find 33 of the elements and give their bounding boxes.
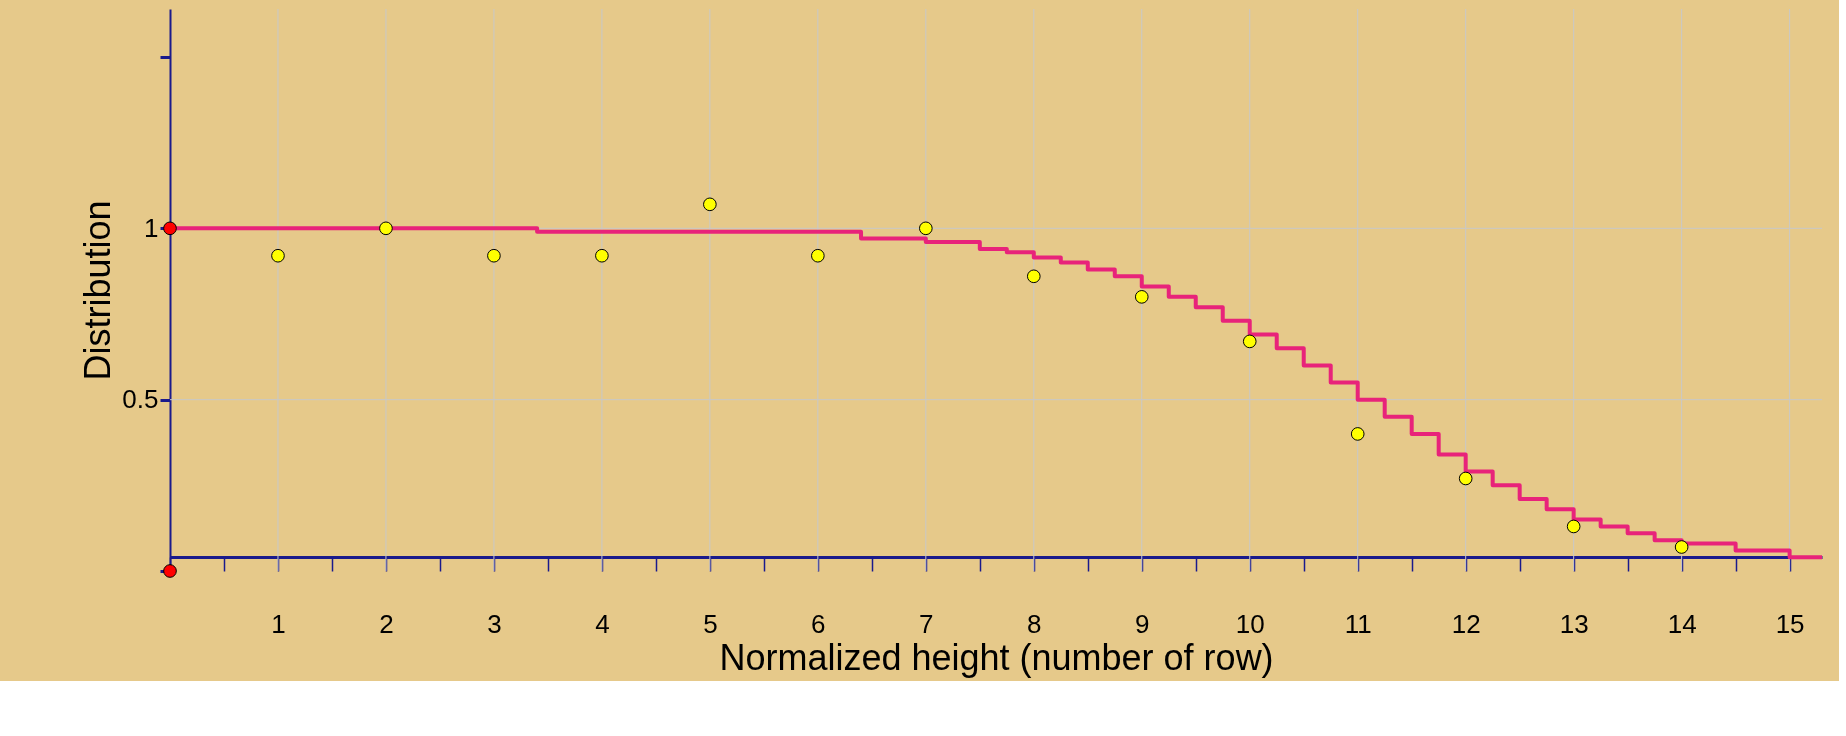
point — [1134, 290, 1149, 304]
x-tick-label: 5 — [703, 608, 718, 639]
x-tick-label: 11 — [1344, 608, 1372, 639]
x-tick-label: 8 — [1027, 608, 1042, 639]
x-tick-label: 6 — [811, 608, 826, 639]
x-tick-label: 7 — [919, 608, 934, 639]
x-tick-label: 12 — [1451, 608, 1481, 639]
x-tick-label: 9 — [1135, 608, 1150, 639]
point — [271, 248, 285, 263]
point — [1242, 334, 1257, 349]
point — [1026, 269, 1041, 284]
x-tick-label: 4 — [595, 608, 610, 639]
point — [1566, 519, 1581, 534]
x-tick-label: 3 — [487, 608, 502, 639]
x-tick-label: 13 — [1559, 608, 1589, 639]
point — [1458, 471, 1473, 486]
x-axis-title: Normalized height (number of row) — [719, 636, 1274, 678]
x-tick-label: 10 — [1235, 608, 1265, 639]
point — [379, 221, 393, 236]
y-axis-title: Distribution — [77, 200, 119, 381]
x-tick-label: 1 — [271, 608, 286, 639]
point — [1674, 540, 1689, 554]
point — [595, 248, 609, 263]
x-tick-label: 14 — [1667, 608, 1697, 639]
point — [703, 197, 717, 212]
point — [1350, 427, 1365, 441]
point — [163, 221, 177, 236]
x-tick-label: 15 — [1775, 608, 1805, 639]
point — [487, 248, 501, 263]
point — [918, 221, 933, 236]
point — [811, 248, 825, 263]
y-tick-label: 0.5 — [122, 384, 159, 415]
x-tick-label: 2 — [379, 608, 394, 639]
